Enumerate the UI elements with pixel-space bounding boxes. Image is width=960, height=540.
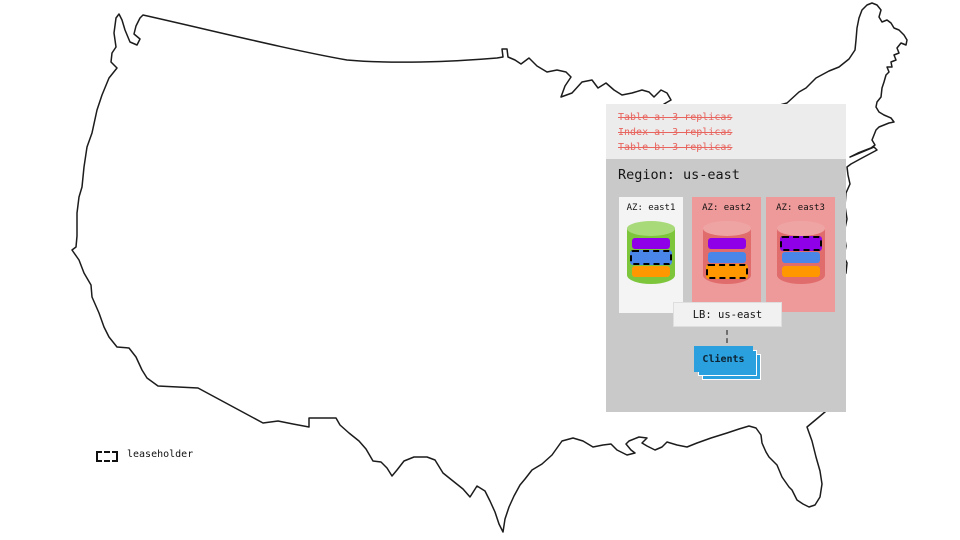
leaseholder-swatch xyxy=(96,451,118,462)
struck-annotation: Table a: 3 replicas xyxy=(618,112,733,123)
leaseholder-label: leaseholder xyxy=(127,449,194,460)
replica-bar-orange xyxy=(781,266,820,277)
load-balancer-box: LB: us-east xyxy=(673,302,782,327)
replica-bar-blue xyxy=(707,252,746,263)
schema-annotations-panel: Table a: 3 replicas Index a: 3 replicas … xyxy=(606,104,846,159)
db-cylinder xyxy=(627,221,675,284)
replica-bar-blue xyxy=(781,252,820,263)
load-balancer-label: LB: us-east xyxy=(692,308,763,321)
replica-bar-blue-leaseholder xyxy=(630,250,672,265)
replica-bar-purple-leaseholder xyxy=(779,236,822,251)
replica-bars xyxy=(627,221,675,284)
cylinder-top xyxy=(776,221,825,236)
struck-annotation: Index a: 3 replicas xyxy=(618,127,733,138)
replica-bar-orange-leaseholder xyxy=(705,264,748,279)
replica-bar-purple xyxy=(632,238,670,249)
az-label: AZ: east2 xyxy=(702,203,751,213)
az-box-east3: AZ: east3 xyxy=(766,197,835,312)
region-title: Region: us-east xyxy=(618,167,740,183)
struck-annotation: Table b: 3 replicas xyxy=(618,142,733,153)
cylinder-top xyxy=(627,221,675,236)
az-box-east2: AZ: east2 xyxy=(692,197,761,312)
clients-box: Clients xyxy=(694,346,753,372)
lb-clients-connector-line xyxy=(726,330,728,343)
legend: leaseholder xyxy=(96,447,266,467)
replica-bars xyxy=(703,221,751,284)
cylinder-top xyxy=(702,221,751,236)
db-cylinder xyxy=(702,221,751,284)
replica-bar-purple xyxy=(707,238,746,249)
db-cylinder xyxy=(776,221,825,284)
replica-bars xyxy=(777,221,825,284)
replica-bar-orange xyxy=(632,266,670,277)
clients-label: Clients xyxy=(702,353,745,365)
az-box-east1: AZ: east1 xyxy=(619,197,683,313)
az-label: AZ: east3 xyxy=(776,203,825,213)
az-label: AZ: east1 xyxy=(626,203,676,213)
